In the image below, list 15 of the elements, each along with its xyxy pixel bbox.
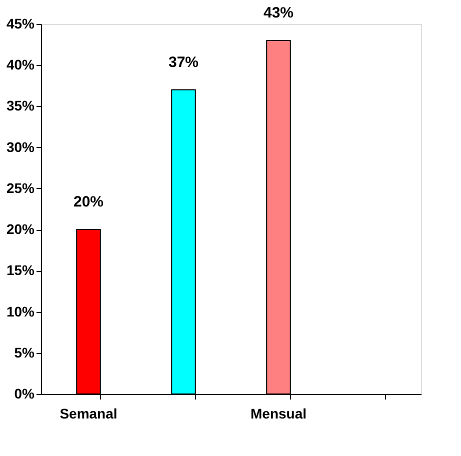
y-tick-label: 40%: [6, 56, 36, 73]
y-tick-label: 0%: [14, 386, 36, 402]
y-tick-label: 15%: [6, 262, 36, 278]
x-tick-label: Semanal: [60, 406, 118, 422]
y-tick-label: 25%: [6, 180, 36, 196]
data-label: 43%: [263, 4, 294, 22]
y-tick-label: 10%: [6, 303, 36, 320]
y-tick-label: 5%: [14, 344, 36, 360]
y-tick-label: 20%: [6, 221, 36, 238]
y-tick-label: 30%: [6, 138, 36, 155]
y-tick-label: 45%: [6, 16, 36, 32]
x-tick-label: Mensual: [250, 406, 307, 422]
data-label: 20%: [73, 194, 104, 211]
y-tick-label: 35%: [6, 98, 36, 114]
data-label: 37%: [168, 54, 199, 71]
